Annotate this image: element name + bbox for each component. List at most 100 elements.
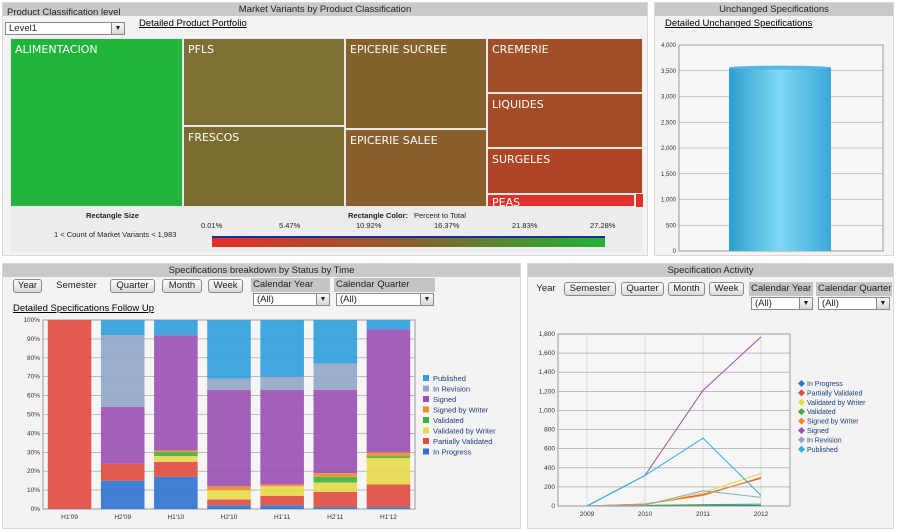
filter-calendar-quarter-label: Calendar Quarter bbox=[816, 282, 892, 296]
tile-surgeles[interactable]: SURGELES bbox=[487, 148, 643, 194]
unchanged-panel: Unchanged Specifications Detailed Unchan… bbox=[654, 2, 894, 256]
size-title: Rectangle Size bbox=[86, 211, 139, 220]
filter-calendar-year-label: Calendar Year bbox=[749, 282, 813, 296]
y-tick-label: 30% bbox=[27, 449, 40, 456]
filter-calendar-year-label: Calendar Year bbox=[251, 278, 330, 292]
tab-semester[interactable]: Semester bbox=[564, 282, 616, 296]
bar-segment bbox=[313, 389, 358, 474]
bar-segment bbox=[313, 320, 358, 364]
detailed-specs-followup-link[interactable]: Detailed Specifications Follow Up bbox=[13, 303, 154, 314]
bar-segment bbox=[207, 389, 251, 487]
x-tick-label: H1'10 bbox=[167, 514, 184, 521]
tab-quarter[interactable]: Quarter bbox=[621, 282, 664, 296]
tile-epicerie-sucree[interactable]: EPICERIE SUCREE bbox=[345, 38, 487, 129]
bar-segment bbox=[154, 456, 198, 462]
bar-segment bbox=[313, 482, 358, 492]
tile-label: ALIMENTACION bbox=[15, 43, 98, 56]
bar-segment bbox=[313, 363, 358, 390]
treemap-footer: Rectangle Size 1 < Count of Market Varia… bbox=[10, 207, 643, 252]
tile-pfls[interactable]: PFLS bbox=[183, 38, 345, 126]
y-tick-label: 0% bbox=[31, 506, 41, 513]
tab-semester[interactable]: Semester bbox=[56, 280, 97, 291]
tab-month[interactable]: Month bbox=[162, 279, 202, 293]
tab-week[interactable]: Week bbox=[208, 279, 243, 293]
x-tick-label: H1'09 bbox=[61, 514, 78, 521]
legend-label: Published bbox=[433, 374, 466, 383]
bar-segment bbox=[154, 461, 198, 477]
bar-segment bbox=[366, 320, 411, 330]
tile-cremerie[interactable]: CREMERIE bbox=[487, 38, 643, 93]
tile-label: FRESCOS bbox=[188, 131, 240, 144]
legend-label: In Revision bbox=[807, 437, 842, 444]
plot-area bbox=[557, 333, 791, 507]
calendar-quarter-select[interactable]: (All) ▼ bbox=[336, 293, 434, 306]
bar-segment bbox=[207, 486, 251, 491]
level-select[interactable]: Level1 ▼ bbox=[5, 22, 125, 35]
bar-segment bbox=[260, 486, 304, 496]
chevron-down-icon[interactable]: ▼ bbox=[111, 23, 124, 34]
y-tick-label: 1,000 bbox=[539, 407, 556, 414]
activity-panel: Specification Activity Year Semester Qua… bbox=[527, 263, 894, 529]
chevron-down-icon[interactable]: ▼ bbox=[420, 294, 433, 305]
color-desc: Percent to Total bbox=[414, 211, 466, 220]
bar-segment bbox=[260, 320, 304, 377]
tile-peas[interactable]: PEAS bbox=[487, 194, 635, 207]
scale-label: 27.28% bbox=[590, 221, 616, 230]
calendar-year-select[interactable]: (All) ▼ bbox=[751, 297, 813, 310]
bar-segment bbox=[100, 480, 145, 509]
tab-month[interactable]: Month bbox=[668, 282, 705, 296]
filter-calendar-quarter-label: Calendar Quarter bbox=[334, 278, 435, 292]
treemap-panel: Market Variants by Product Classificatio… bbox=[2, 2, 648, 256]
chevron-down-icon[interactable]: ▼ bbox=[876, 298, 889, 309]
scale-label: 5.47% bbox=[279, 221, 301, 230]
tab-year[interactable]: Year bbox=[13, 279, 42, 293]
legend-label: Signed bbox=[433, 395, 456, 404]
bar-segment bbox=[260, 495, 304, 506]
y-tick-label: 0 bbox=[551, 503, 555, 510]
treemap: ALIMENTACION PFLS FRESCOS EPICERIE SUCRE… bbox=[10, 38, 643, 207]
bar-segment bbox=[207, 499, 251, 506]
y-tick-label: 1,500 bbox=[661, 172, 677, 178]
bar-cap bbox=[729, 65, 831, 70]
tab-week[interactable]: Week bbox=[709, 282, 744, 296]
chevron-down-icon[interactable]: ▼ bbox=[316, 294, 329, 305]
legend-label: Validated bbox=[433, 416, 464, 425]
tile-frescos[interactable]: FRESCOS bbox=[183, 126, 345, 207]
detailed-unchanged-link[interactable]: Detailed Unchanged Specifications bbox=[665, 18, 813, 29]
legend-swatch bbox=[423, 448, 429, 455]
bar-segment bbox=[260, 505, 304, 509]
activity-title: Specification Activity bbox=[528, 264, 893, 277]
tab-quarter[interactable]: Quarter bbox=[110, 279, 155, 293]
bar-segment bbox=[260, 484, 304, 487]
unchanged-chart: 4,000 3,500 3,000 2,500 2,000 1,500 1,000 500 0 bbox=[661, 43, 884, 255]
legend-swatch bbox=[423, 406, 429, 413]
scale-label: 21.83% bbox=[512, 221, 538, 230]
y-tick-label: 10% bbox=[27, 487, 40, 494]
tile-label: LIQUIDES bbox=[492, 98, 544, 111]
classification-label: Product Classification level bbox=[7, 7, 121, 18]
select-value: (All) bbox=[340, 294, 357, 305]
y-tick-label: 70% bbox=[27, 374, 40, 381]
calendar-year-select[interactable]: (All) ▼ bbox=[253, 293, 330, 306]
select-value: (All) bbox=[755, 298, 772, 309]
legend-label: In Progress bbox=[807, 381, 843, 388]
x-tick-label: 2009 bbox=[580, 511, 595, 518]
tile-alimentacion[interactable]: ALIMENTACION bbox=[10, 38, 183, 207]
tile-label: EPICERIE SALEE bbox=[350, 134, 438, 147]
chevron-down-icon[interactable]: ▼ bbox=[799, 298, 812, 309]
color-title: Rectangle Color: bbox=[348, 211, 409, 220]
y-tick-label: 1,200 bbox=[539, 388, 556, 395]
tile-epicerie-salee[interactable]: EPICERIE SALEE bbox=[345, 129, 487, 207]
bar-segment bbox=[366, 452, 411, 457]
tile-liquides[interactable]: LIQUIDES bbox=[487, 93, 643, 148]
detailed-product-portfolio-link[interactable]: Detailed Product Portfolio bbox=[139, 18, 247, 29]
y-tick-label: 3,000 bbox=[661, 95, 677, 101]
legend-swatch bbox=[423, 375, 429, 381]
x-tick-label: H2'09 bbox=[114, 514, 131, 521]
scale-label: 16.37% bbox=[434, 221, 460, 230]
breakdown-panel: Specifications breakdown by Status by Ti… bbox=[2, 263, 521, 529]
tab-year[interactable]: Year bbox=[536, 283, 556, 294]
x-tick-label: 2012 bbox=[754, 511, 769, 518]
breakdown-title: Specifications breakdown by Status by Ti… bbox=[3, 264, 520, 277]
calendar-quarter-select[interactable]: (All) ▼ bbox=[818, 297, 890, 310]
